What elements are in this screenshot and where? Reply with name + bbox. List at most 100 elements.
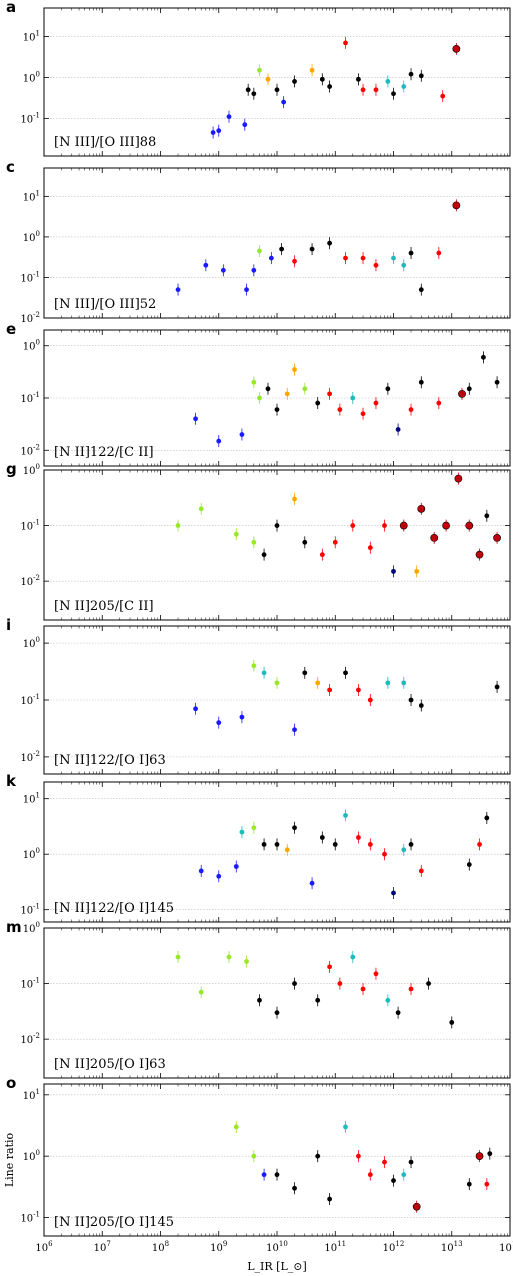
axes-frame: [43, 1083, 511, 1237]
data-point: [418, 379, 424, 385]
panel-letter: k: [6, 772, 17, 790]
data-point: [251, 379, 257, 385]
x-tick-label: 1011: [324, 1240, 346, 1254]
data-point: [332, 842, 338, 847]
data-point: [257, 997, 262, 1003]
data-point: [261, 552, 267, 558]
data-point: [343, 40, 348, 46]
x-tick-label: 1014: [499, 1240, 513, 1254]
panel-letter: e: [6, 320, 16, 338]
ratio-label: [N II]122/[C II]: [54, 445, 154, 460]
ratio-label: [N III]/[O III]88: [54, 135, 156, 150]
data-point: [391, 568, 396, 574]
y-tick-label: 10-1: [20, 270, 40, 284]
data-point: [274, 1010, 280, 1016]
data-point: [292, 367, 297, 372]
data-point: [436, 250, 442, 256]
data-point: [382, 851, 387, 857]
y-tick-label: 101: [23, 792, 40, 806]
data-point: [430, 534, 439, 542]
data-point: [175, 523, 181, 528]
data-point: [350, 954, 356, 960]
data-point: [436, 400, 442, 406]
data-point: [257, 67, 262, 73]
data-point: [220, 267, 226, 273]
x-tick-label: 109: [210, 1240, 227, 1254]
data-point: [274, 87, 280, 93]
ratio-label: [N II]205/[O I]63: [54, 1057, 166, 1072]
data-point: [226, 954, 232, 960]
data-point: [239, 714, 245, 720]
data-point: [193, 706, 198, 712]
data-point: [360, 411, 366, 417]
y-tick-label: 10-2: [20, 574, 40, 588]
x-tick-label: 1013: [441, 1240, 463, 1254]
data-point: [418, 868, 424, 874]
data-point: [198, 868, 204, 874]
data-point: [292, 79, 297, 84]
data-point: [367, 545, 373, 551]
data-point: [452, 44, 461, 53]
data-point: [257, 248, 262, 254]
data-point: [350, 395, 356, 401]
y-tick-label: 10-1: [20, 519, 40, 533]
data-point: [198, 989, 204, 995]
data-point: [475, 1152, 484, 1161]
x-tick-label: 1010: [266, 1240, 288, 1254]
data-point: [274, 842, 280, 847]
data-point: [356, 835, 361, 840]
data-point: [452, 201, 461, 210]
data-point: [481, 354, 486, 360]
data-point: [449, 1020, 455, 1025]
data-point: [203, 262, 209, 268]
data-point: [279, 246, 285, 252]
data-point: [292, 727, 297, 733]
data-point: [367, 697, 373, 703]
data-point: [309, 880, 315, 886]
x-tick-label: 107: [94, 1240, 111, 1254]
data-point: [458, 389, 466, 398]
data-point: [319, 835, 325, 840]
data-point: [292, 1185, 297, 1191]
data-point: [373, 87, 379, 93]
data-point: [442, 521, 451, 530]
data-point: [281, 99, 287, 105]
data-point: [261, 670, 267, 676]
panel-letter: m: [6, 918, 22, 936]
data-point: [373, 400, 379, 406]
data-point: [245, 87, 251, 93]
panel-letter: g: [6, 460, 17, 478]
data-point: [274, 680, 280, 686]
data-point: [244, 287, 249, 293]
data-point: [327, 1196, 333, 1202]
panel-e: 10-2 10-1 100 e [N II]122/[C II]: [6, 320, 511, 467]
data-point: [395, 1010, 401, 1016]
y-tick-label: 101: [23, 189, 40, 203]
data-point: [327, 964, 333, 970]
data-point: [408, 1159, 414, 1165]
data-point: [391, 255, 396, 261]
data-point: [332, 539, 338, 545]
x-tick-label: 108: [152, 1240, 169, 1254]
data-point: [343, 670, 348, 676]
data-point: [315, 997, 321, 1003]
data-point: [382, 523, 387, 528]
data-point: [216, 873, 222, 879]
y-tick-label: 10-1: [20, 391, 40, 405]
panel-letter: a: [6, 0, 16, 16]
y-tick-label: 100: [23, 1149, 40, 1163]
data-point: [395, 427, 401, 432]
data-point: [417, 504, 426, 513]
data-point: [373, 971, 379, 977]
data-point: [367, 842, 373, 847]
data-point: [356, 1153, 361, 1159]
data-point: [292, 258, 297, 264]
data-point: [327, 391, 333, 397]
data-point: [327, 240, 333, 246]
data-point: [426, 981, 431, 986]
data-point: [412, 1202, 421, 1211]
data-point: [408, 986, 414, 992]
y-tick-label: 10-1: [20, 903, 40, 917]
data-point: [175, 287, 181, 293]
